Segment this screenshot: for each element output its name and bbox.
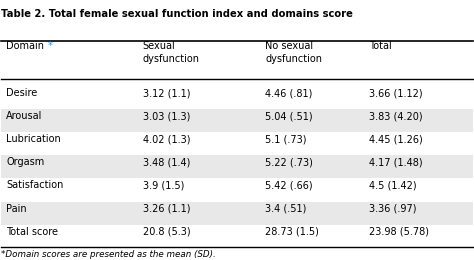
Text: 4.45 (1.26): 4.45 (1.26) (369, 134, 423, 144)
Text: 3.83 (4.20): 3.83 (4.20) (369, 111, 422, 121)
Text: Lubrication: Lubrication (6, 134, 61, 144)
FancyBboxPatch shape (1, 202, 473, 225)
Text: Pain: Pain (6, 204, 27, 213)
Text: Desire: Desire (6, 88, 37, 98)
Text: No sexual
dysfunction: No sexual dysfunction (265, 41, 322, 64)
Text: 3.03 (1.3): 3.03 (1.3) (143, 111, 190, 121)
Text: Orgasm: Orgasm (6, 157, 45, 167)
Text: 3.36 (.97): 3.36 (.97) (369, 204, 417, 213)
Text: 3.9 (1.5): 3.9 (1.5) (143, 180, 184, 190)
Text: Satisfaction: Satisfaction (6, 180, 64, 190)
Text: *: * (47, 41, 52, 51)
Text: 4.5 (1.42): 4.5 (1.42) (369, 180, 417, 190)
Text: Total: Total (369, 41, 392, 51)
Text: Table 2. Total female sexual function index and domains score: Table 2. Total female sexual function in… (1, 9, 353, 19)
Text: Sexual
dysfunction: Sexual dysfunction (143, 41, 200, 64)
Text: 4.46 (.81): 4.46 (.81) (265, 88, 313, 98)
Text: 5.42 (.66): 5.42 (.66) (265, 180, 313, 190)
FancyBboxPatch shape (1, 109, 473, 132)
Text: 4.17 (1.48): 4.17 (1.48) (369, 157, 422, 167)
Text: 5.04 (.51): 5.04 (.51) (265, 111, 313, 121)
Text: 28.73 (1.5): 28.73 (1.5) (265, 227, 319, 237)
Text: *Domain scores are presented as the mean (SD).: *Domain scores are presented as the mean… (1, 250, 216, 259)
Text: Arousal: Arousal (6, 111, 43, 121)
Text: 20.8 (5.3): 20.8 (5.3) (143, 227, 191, 237)
Text: 5.1 (.73): 5.1 (.73) (265, 134, 307, 144)
Text: 4.02 (1.3): 4.02 (1.3) (143, 134, 190, 144)
Text: 3.12 (1.1): 3.12 (1.1) (143, 88, 190, 98)
Text: Domain: Domain (6, 41, 44, 51)
FancyBboxPatch shape (1, 155, 473, 178)
Text: 3.4 (.51): 3.4 (.51) (265, 204, 307, 213)
Text: 5.22 (.73): 5.22 (.73) (265, 157, 313, 167)
Text: 3.48 (1.4): 3.48 (1.4) (143, 157, 190, 167)
Text: 3.26 (1.1): 3.26 (1.1) (143, 204, 190, 213)
Text: Total score: Total score (6, 227, 58, 237)
Text: 3.66 (1.12): 3.66 (1.12) (369, 88, 422, 98)
Text: 23.98 (5.78): 23.98 (5.78) (369, 227, 429, 237)
